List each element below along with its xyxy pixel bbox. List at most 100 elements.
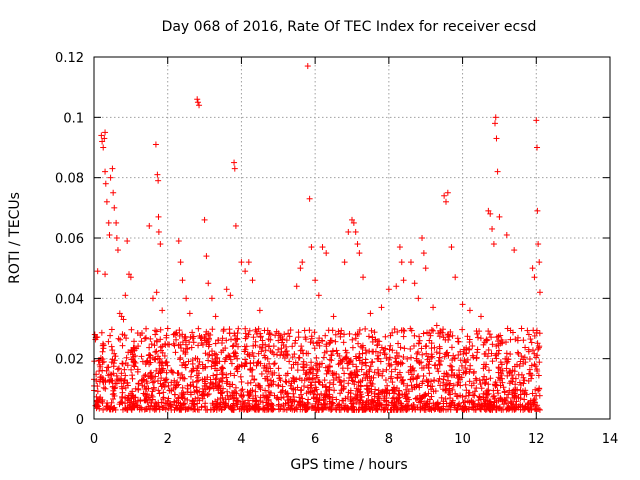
scatter-bulk-point-1374	[178, 345, 185, 352]
scatter-bulk-point-2312	[353, 385, 360, 392]
scatter-bulk-point-1885	[463, 387, 470, 394]
scatter-bulk-point-1920	[517, 395, 524, 402]
scatter-bulk-point-1904	[398, 327, 405, 334]
scatter-bulk-point-1273	[316, 396, 323, 403]
scatter-bulk-point-1598	[417, 395, 424, 402]
scatter-bulk-point-2389	[177, 354, 184, 361]
scatter-bulk-point-1488	[432, 362, 439, 369]
scatter-bulk-point-1914	[394, 353, 401, 360]
scatter-bulk-point-2042	[430, 404, 437, 411]
scatter-bulk-point-405	[528, 339, 535, 346]
scatter-bulk-point-2036	[150, 384, 157, 391]
scatter-bulk-point-682	[115, 365, 122, 372]
scatter-bulk-point-953	[522, 344, 529, 351]
scatter-bulk-point-1575	[425, 390, 432, 397]
scatter-point-0-35	[153, 289, 160, 296]
scatter-point-0-34	[157, 241, 164, 248]
scatter-bulk-point-225	[428, 326, 435, 333]
scatter-point-0-120	[534, 144, 541, 151]
scatter-bulk-point-2281	[294, 384, 301, 391]
scatter-bulk-point-2180	[266, 331, 273, 338]
scatter-bulk-point-2124	[206, 351, 213, 358]
scatter-bulk-point-160	[349, 344, 356, 351]
scatter-bulk-point-384	[209, 326, 216, 333]
scatter-bulk-point-1964	[310, 366, 317, 373]
scatter-bulk-point-2372	[231, 353, 238, 360]
scatter-point-0-62	[275, 337, 282, 344]
scatter-bulk-point-1787	[91, 331, 98, 338]
scatter-point-0-77	[350, 219, 357, 226]
scatter-bulk-point-1906	[161, 377, 168, 384]
scatter-bulk-point-1165	[189, 379, 196, 386]
scatter-bulk-point-2277	[422, 392, 429, 399]
scatter-bulk-point-1832	[250, 395, 257, 402]
scatter-bulk-point-855	[498, 375, 505, 382]
scatter-bulk-point-2334	[124, 382, 131, 389]
scatter-point-0-84	[385, 286, 392, 293]
scatter-point-0-45	[194, 99, 201, 106]
scatter-bulk-point-2100	[99, 400, 106, 407]
scatter-bulk-point-827	[363, 371, 370, 378]
scatter-bulk-point-2213	[531, 405, 538, 412]
scatter-bulk-point-1877	[171, 399, 178, 406]
scatter-bulk-point-2053	[536, 392, 543, 399]
scatter-bulk-point-2317	[131, 394, 138, 401]
scatter-bulk-point-1242	[130, 362, 137, 369]
scatter-point-0-87	[398, 259, 405, 266]
scatter-bulk-point-2186	[356, 400, 363, 407]
scatter-bulk-point-1326	[212, 360, 219, 367]
scatter-bulk-point-2377	[242, 360, 249, 367]
scatter-bulk-point-1994	[286, 333, 293, 340]
scatter-bulk-point-1537	[323, 383, 330, 390]
scatter-point-0-134	[404, 382, 411, 389]
scatter-point-0-85	[393, 283, 400, 290]
scatter-bulk-point-2276	[497, 382, 504, 389]
scatter-bulk-point-1658	[125, 349, 132, 356]
scatter-bulk-point-1898	[460, 346, 467, 353]
scatter-point-0-92	[419, 235, 426, 241]
scatter-bulk-point-731	[278, 345, 285, 352]
scatter-bulk-point-1967	[128, 356, 135, 363]
scatter-bulk-point-2399	[495, 397, 502, 404]
scatter-bulk-point-1824	[425, 378, 432, 385]
scatter-bulk-point-2175	[212, 365, 219, 372]
scatter-bulk-point-21	[388, 368, 395, 375]
scatter-bulk-point-2220	[340, 383, 347, 390]
scatter-point-0-126	[514, 337, 521, 344]
scatter-bulk-point-1359	[232, 349, 239, 356]
scatter-bulk-point-1579	[215, 337, 222, 344]
scatter-bulk-point-1610	[277, 352, 284, 359]
scatter-bulk-point-2271	[199, 365, 206, 372]
scatter-bulk-point-2256	[164, 397, 171, 404]
scatter-bulk-point-2183	[148, 341, 155, 348]
scatter-bulk-point-2172	[368, 388, 375, 395]
scatter-bulk-point-28	[294, 367, 301, 374]
scatter-bulk-point-1902	[232, 337, 239, 344]
scatter-bulk-point-2275	[369, 380, 376, 387]
scatter-bulk-point-1963	[435, 404, 442, 411]
scatter-bulk-point-2219	[470, 354, 477, 361]
scatter-bulk-point-1472	[152, 356, 159, 363]
scatter-bulk-point-2376	[373, 405, 380, 412]
scatter-bulk-point-2113	[143, 325, 150, 332]
scatter-bulk-point-2001	[467, 366, 474, 373]
scatter-bulk-point-1328	[105, 372, 112, 379]
scatter-bulk-point-2173	[194, 364, 201, 371]
scatter-bulk-point-1804	[265, 397, 272, 404]
scatter-bulk-point-915	[227, 370, 234, 377]
scatter-bulk-point-2344	[402, 395, 409, 402]
scatter-bulk-point-2045	[473, 377, 480, 384]
scatter-bulk-point-2218	[463, 349, 470, 356]
scatter-bulk-point-58	[536, 406, 543, 413]
scatter-bulk-point-935	[357, 383, 364, 390]
scatter-bulk-point-105	[418, 345, 425, 352]
scatter-bulk-point-2132	[464, 398, 471, 405]
scatter-bulk-point-1383	[526, 370, 533, 377]
scatter-bulk-point-2311	[316, 379, 323, 386]
scatter-bulk-point-2037	[283, 337, 290, 344]
scatter-bulk-point-1031	[249, 373, 256, 380]
scatter-bulk-point-2337	[265, 382, 272, 389]
scatter-bulk-point-2327	[198, 334, 205, 341]
scatter-bulk-point-1540	[309, 376, 316, 383]
scatter-point-0-123	[536, 259, 543, 266]
